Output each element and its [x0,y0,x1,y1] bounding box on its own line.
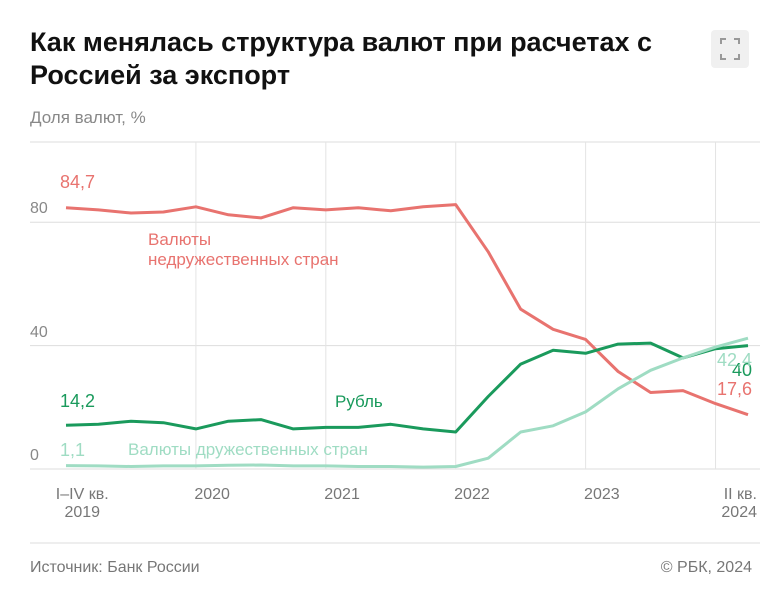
x-tick-label: II кв. 2024 [721,486,757,522]
series-line [65,341,749,434]
series-line [65,336,749,469]
y-tick-label: 0 [30,447,39,464]
x-tick-label: 2021 [324,486,360,503]
value-label: 1,1 [60,439,86,460]
value-label: 84,7 [60,171,96,192]
x-tick-label: I–IV кв. 2019 [55,486,109,522]
fullscreen-button[interactable] [711,30,749,68]
x-tick-label: 2023 [584,486,620,503]
value-label: 42,4 [716,350,752,371]
copyright: © РБК, 2024 [660,559,752,576]
series-name: Валюты дружественных стран [128,440,368,459]
x-tick-label: 2020 [194,486,230,503]
value-label: 40 [731,359,752,380]
title: Как менялась структура валют при расчета… [30,27,653,90]
value-label: 14,2 [60,391,96,412]
value-label: 17,6 [716,378,752,399]
source: Источник: Банк России [30,559,200,576]
x-tick-label: 2022 [454,486,490,503]
subtitle: Доля валют, % [30,108,146,127]
series-line [65,203,749,417]
fullscreen-icon [720,38,740,60]
y-tick-label: 40 [30,323,48,341]
series-name: Рубль [335,392,383,411]
series-name: Валюты недружественных стран [148,230,339,269]
y-tick-label: 80 [30,200,48,218]
